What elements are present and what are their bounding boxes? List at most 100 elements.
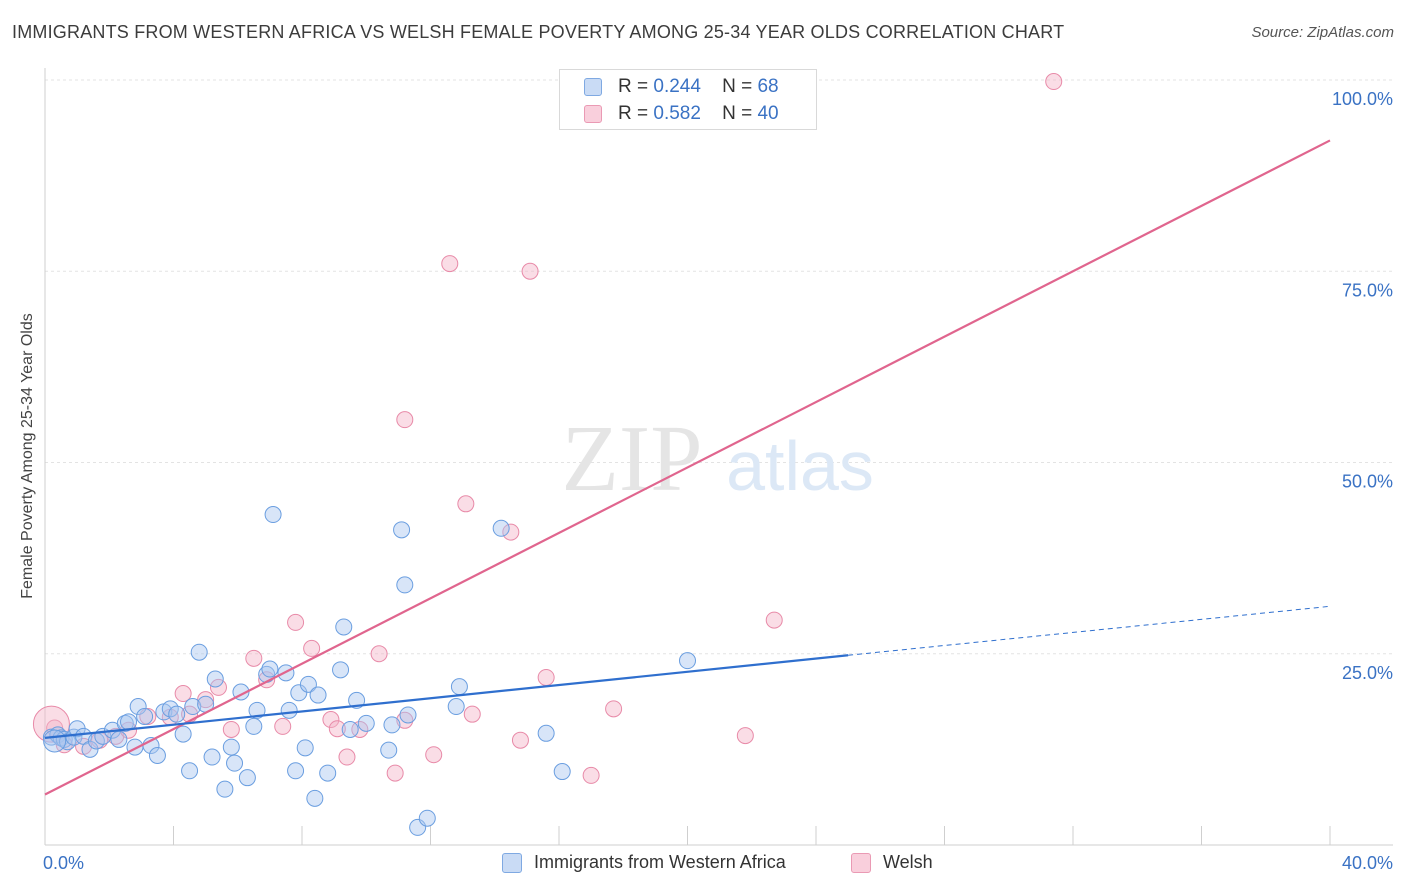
immigrants-point	[248, 701, 266, 719]
immigrants-point	[396, 576, 414, 594]
welsh-point	[537, 668, 555, 686]
legend-n-label: N =	[722, 76, 753, 97]
trend-lines	[44, 139, 1331, 796]
immigrants-point	[129, 698, 147, 716]
tick-labels: 25.0% 50.0% 75.0% 100.0% 0.0% 40.0%	[43, 89, 1393, 873]
y-tick-label: 100.0%	[1332, 89, 1393, 109]
watermark: ZIP atlas	[562, 407, 874, 511]
gridlines	[45, 79, 1393, 655]
immigrants-point	[679, 652, 696, 670]
axes	[44, 68, 1393, 846]
immigrants-point	[341, 720, 359, 738]
immigrants-point	[168, 705, 186, 723]
immigrants-point	[306, 789, 324, 807]
immigrants-point	[357, 714, 375, 732]
immigrants-point	[222, 738, 240, 756]
welsh-point	[245, 649, 263, 667]
immigrants-point	[136, 707, 154, 725]
immigrants-trend-line	[44, 654, 849, 739]
welsh-point	[582, 766, 600, 784]
welsh-point	[425, 746, 443, 764]
immigrants-point	[120, 713, 138, 731]
welsh-point	[287, 613, 305, 631]
immigrants-point	[450, 678, 468, 696]
bottom-legend-label: Welsh	[883, 852, 933, 872]
immigrants-points	[42, 506, 696, 836]
x-tick-label-max: 40.0%	[1342, 853, 1393, 873]
legend-r-value: 0.582	[653, 103, 701, 124]
y-tick-label: 50.0%	[1342, 472, 1393, 492]
y-tick-label: 75.0%	[1342, 280, 1393, 300]
immigrants-point	[43, 729, 67, 753]
immigrants-point	[393, 521, 411, 539]
immigrants-point	[226, 754, 244, 772]
welsh-point	[396, 411, 414, 429]
welsh-point	[396, 711, 414, 729]
immigrants-point	[335, 618, 353, 636]
immigrants-point	[383, 716, 401, 734]
watermark-zip: ZIP	[562, 407, 703, 511]
watermark-atlas: atlas	[726, 427, 874, 505]
correlation-legend: R = 0.244 N = 68 R = 0.582 N = 40	[559, 69, 817, 130]
immigrants-point	[287, 762, 305, 780]
immigrants-point	[280, 701, 298, 719]
welsh-point	[511, 731, 529, 749]
legend-swatch-blue	[584, 78, 602, 96]
immigrants-point	[264, 506, 282, 524]
welsh-point	[328, 720, 346, 738]
welsh-point	[502, 523, 520, 541]
bottom-legend-swatch-pink	[851, 853, 871, 873]
welsh-point	[222, 720, 240, 738]
welsh-point	[441, 255, 459, 273]
immigrants-point	[553, 763, 571, 781]
welsh-trend-line	[44, 139, 1331, 796]
immigrants-point	[206, 670, 224, 688]
welsh-points	[32, 73, 1063, 784]
immigrants-point	[380, 741, 398, 759]
immigrants-point	[174, 725, 192, 743]
welsh-point	[605, 700, 623, 718]
welsh-point	[386, 764, 404, 782]
immigrants-point	[399, 706, 417, 724]
y-tick-label: 25.0%	[1342, 663, 1393, 683]
immigrants-point	[245, 717, 263, 735]
immigrants-point	[110, 730, 128, 748]
welsh-point	[274, 717, 292, 735]
welsh-point	[521, 262, 539, 280]
welsh-point	[765, 611, 783, 629]
immigrants-point	[309, 686, 327, 704]
source-label: Source: ZipAtlas.com	[1251, 24, 1394, 41]
legend-swatch-pink	[584, 105, 602, 123]
chart-title: IMMIGRANTS FROM WESTERN AFRICA VS WELSH …	[12, 22, 1065, 42]
welsh-point	[370, 645, 388, 663]
immigrants-point	[296, 739, 314, 757]
immigrants-point	[537, 724, 555, 742]
immigrants-point	[261, 660, 279, 678]
legend-r-label: R =	[618, 103, 649, 124]
welsh-point	[351, 720, 369, 738]
welsh-point	[463, 705, 481, 723]
welsh-point	[303, 639, 321, 657]
immigrants-point	[299, 675, 317, 693]
welsh-point	[174, 685, 192, 703]
welsh-point	[1045, 73, 1063, 91]
immigrants-point	[238, 769, 256, 787]
welsh-point	[736, 727, 754, 745]
immigrants-point	[216, 780, 234, 798]
immigrants-trend-extension	[848, 605, 1331, 656]
bottom-legend-swatch-blue	[502, 853, 522, 873]
immigrants-point	[492, 519, 510, 537]
immigrants-point	[190, 643, 208, 661]
immigrants-point	[148, 746, 166, 764]
immigrants-point	[418, 809, 436, 827]
legend-r-label: R =	[618, 76, 649, 97]
immigrants-point	[203, 748, 221, 766]
x-tick-label-min: 0.0%	[43, 853, 84, 873]
immigrants-point	[81, 740, 99, 758]
immigrants-point	[332, 661, 350, 679]
welsh-point	[457, 495, 475, 513]
welsh-point	[322, 711, 340, 729]
welsh-point	[32, 705, 70, 743]
immigrants-point	[181, 762, 199, 780]
